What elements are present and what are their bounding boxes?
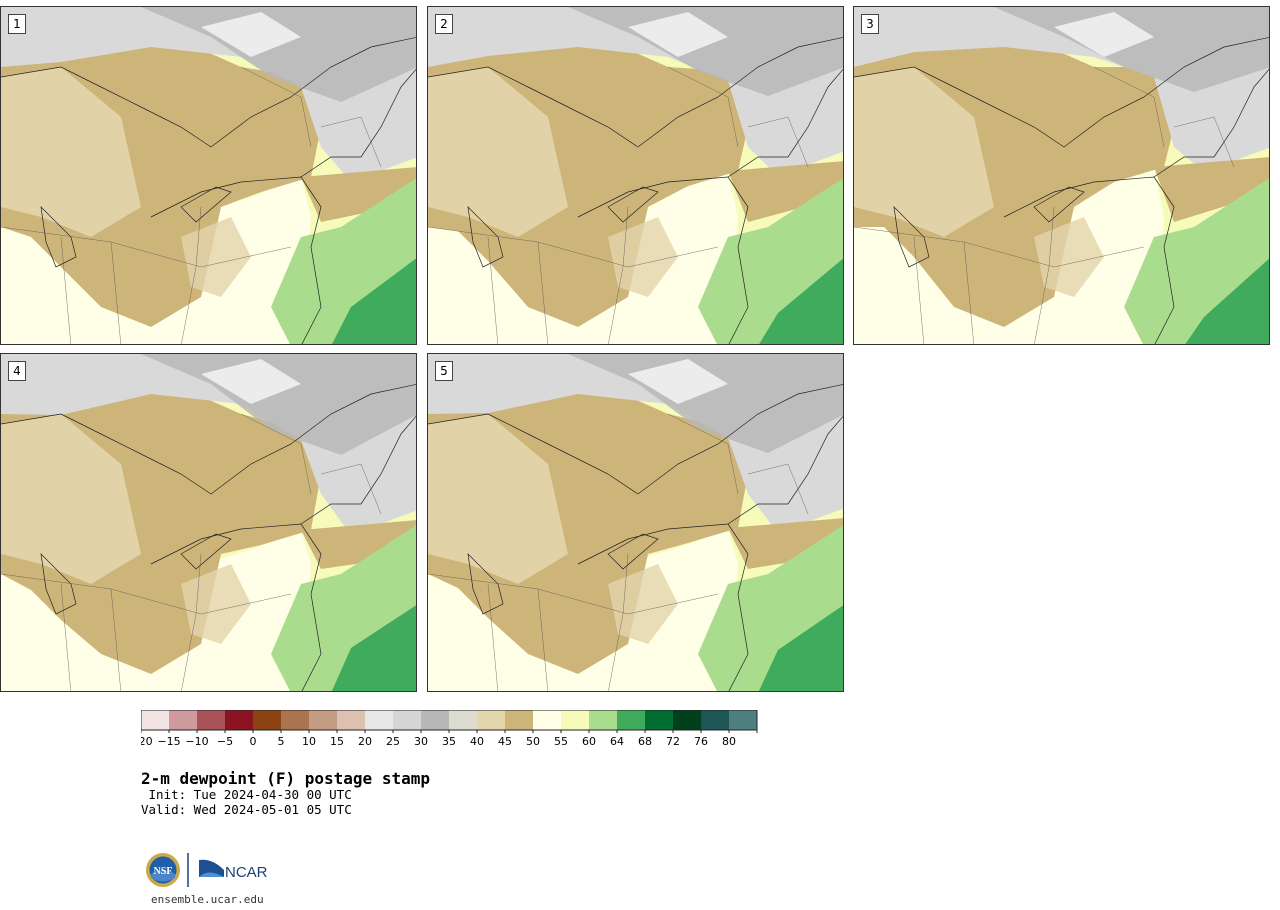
map-panel-4: 4	[0, 353, 417, 692]
colorbar-swatch	[533, 710, 561, 730]
colorbar-swatch	[337, 710, 365, 730]
colorbar-tick-label: 20	[358, 735, 372, 748]
dewpoint-map	[428, 7, 843, 344]
colorbar-tick-label: 25	[386, 735, 400, 748]
panel-label: 4	[8, 361, 26, 381]
colorbar-swatch	[169, 710, 197, 730]
colorbar-tick-label: 35	[442, 735, 456, 748]
map-panel-1: 1	[0, 6, 417, 345]
colorbar-swatch	[477, 710, 505, 730]
panel-label: 2	[435, 14, 453, 34]
panel-label: 3	[861, 14, 879, 34]
colorbar: −20 −15 −10 −5 0 5 10 15 20 25 30 35 40 45 50 55 60 64 68 7…	[141, 710, 758, 748]
colorbar-swatch	[197, 710, 225, 730]
colorbar-tick-label: −5	[217, 735, 233, 748]
colorbar-tick-label: 10	[302, 735, 316, 748]
colorbar-tick-label: 60	[582, 735, 596, 748]
colorbar-swatch	[729, 710, 757, 730]
colorbar-swatch	[701, 710, 729, 730]
map-panel-5: 5	[427, 353, 844, 692]
init-time: Init: Tue 2024-04-30 00 UTC	[141, 787, 352, 802]
chart-title: 2-m dewpoint (F) postage stamp	[141, 769, 430, 788]
colorbar-tick-label: 76	[694, 735, 708, 748]
colorbar-swatch	[673, 710, 701, 730]
colorbar-tick-label: 68	[638, 735, 652, 748]
panel-label: 5	[435, 361, 453, 381]
dewpoint-map	[428, 354, 843, 691]
nsf-logo-icon: NSF	[146, 853, 180, 887]
colorbar-tick-label: 55	[554, 735, 568, 748]
colorbar-swatch	[421, 710, 449, 730]
nsf-logo-text: NSF	[154, 866, 173, 877]
map-panel-2: 2	[427, 6, 844, 345]
website-url[interactable]: ensemble.ucar.edu	[151, 893, 264, 906]
panel-label: 1	[8, 14, 26, 34]
colorbar-swatch	[617, 710, 645, 730]
colorbar-swatch	[645, 710, 673, 730]
colorbar-tick-label: 30	[414, 735, 428, 748]
colorbar-swatch	[589, 710, 617, 730]
colorbar-swatch	[561, 710, 589, 730]
colorbar-tick-label: −20	[141, 735, 153, 748]
ncar-logo-text: NCAR	[225, 864, 268, 881]
colorbar-tick-label: −15	[157, 735, 180, 748]
colorbar-swatch	[393, 710, 421, 730]
dewpoint-map	[1, 7, 416, 344]
colorbar-tick-label: 15	[330, 735, 344, 748]
map-panel-3: 3	[853, 6, 1270, 345]
colorbar-tick-label: 72	[666, 735, 680, 748]
colorbar-tick-label: 50	[526, 735, 540, 748]
colorbar-tick-label: 45	[498, 735, 512, 748]
colorbar-swatch	[309, 710, 337, 730]
colorbar-tick-label: 5	[278, 735, 285, 748]
ncar-logo-icon: NCAR	[199, 859, 268, 881]
colorbar-tick-label: 80	[722, 735, 736, 748]
colorbar-swatch	[225, 710, 253, 730]
colorbar-swatch	[253, 710, 281, 730]
valid-time: Valid: Wed 2024-05-01 05 UTC	[141, 802, 352, 817]
colorbar-tick-label: 0	[250, 735, 257, 748]
colorbar-swatch	[505, 710, 533, 730]
colorbar-swatch	[281, 710, 309, 730]
colorbar-swatch	[141, 710, 169, 730]
dewpoint-map	[854, 7, 1269, 344]
nsf-ncar-logos: NSF NCAR	[146, 853, 268, 887]
colorbar-tick-label: −10	[185, 735, 208, 748]
colorbar-swatch	[365, 710, 393, 730]
colorbar-tick-label: 40	[470, 735, 484, 748]
dewpoint-map	[1, 354, 416, 691]
colorbar-tick-label: 64	[610, 735, 624, 748]
colorbar-swatch	[449, 710, 477, 730]
